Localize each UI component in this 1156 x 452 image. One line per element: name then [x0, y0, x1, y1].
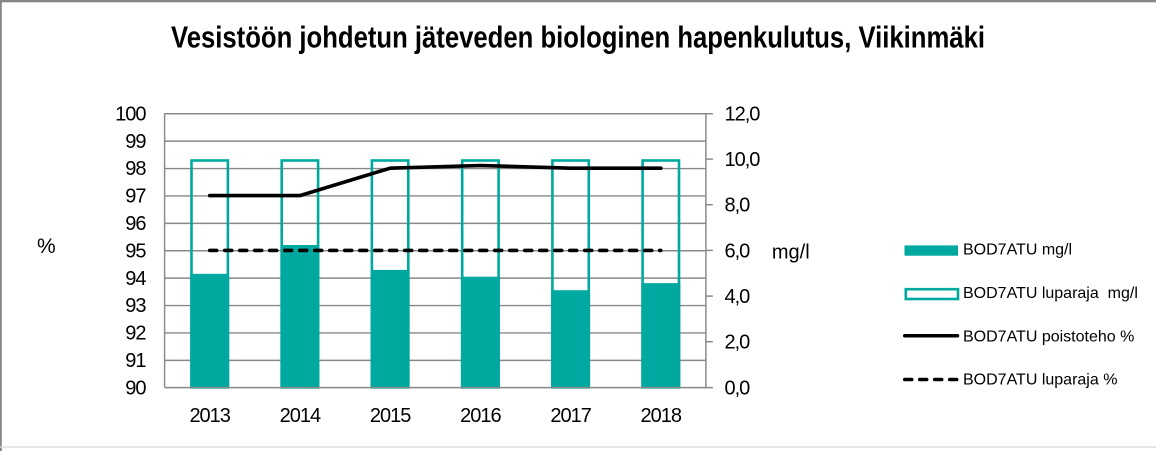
- svg-text:mg/l: mg/l: [772, 242, 810, 264]
- svg-text:BOD7ATU luparaja %: BOD7ATU luparaja %: [963, 371, 1117, 388]
- svg-text:2014: 2014: [280, 405, 321, 427]
- svg-text:91: 91: [125, 350, 146, 372]
- svg-text:97: 97: [125, 186, 146, 208]
- svg-text:99: 99: [125, 131, 146, 153]
- svg-text:BOD7ATU poistoteho %: BOD7ATU poistoteho %: [963, 328, 1134, 345]
- svg-text:10,0: 10,0: [725, 149, 761, 171]
- svg-text:0,0: 0,0: [725, 377, 751, 399]
- svg-text:BOD7ATU luparaja mg/l: BOD7ATU luparaja mg/l: [963, 285, 1138, 302]
- svg-text:100: 100: [115, 103, 146, 125]
- svg-text:BOD7ATU mg/l: BOD7ATU mg/l: [963, 241, 1072, 258]
- svg-text:92: 92: [125, 323, 146, 345]
- svg-text:96: 96: [125, 213, 146, 235]
- svg-text:6,0: 6,0: [725, 240, 751, 262]
- svg-text:98: 98: [125, 158, 146, 180]
- svg-text:%: %: [37, 235, 56, 258]
- svg-text:2,0: 2,0: [725, 332, 751, 354]
- svg-text:8,0: 8,0: [725, 195, 751, 217]
- svg-text:93: 93: [125, 295, 146, 317]
- svg-text:Vesistöön johdetun jäteveden b: Vesistöön johdetun jäteveden biologinen …: [171, 20, 985, 55]
- svg-text:2015: 2015: [370, 405, 411, 427]
- svg-text:12,0: 12,0: [725, 103, 761, 125]
- svg-text:2017: 2017: [550, 405, 591, 427]
- svg-text:94: 94: [125, 268, 146, 290]
- svg-text:2013: 2013: [189, 405, 230, 427]
- svg-text:95: 95: [125, 240, 146, 262]
- svg-text:90: 90: [125, 377, 146, 399]
- svg-text:2016: 2016: [460, 405, 501, 427]
- svg-text:4,0: 4,0: [725, 286, 751, 308]
- svg-text:2018: 2018: [641, 405, 682, 427]
